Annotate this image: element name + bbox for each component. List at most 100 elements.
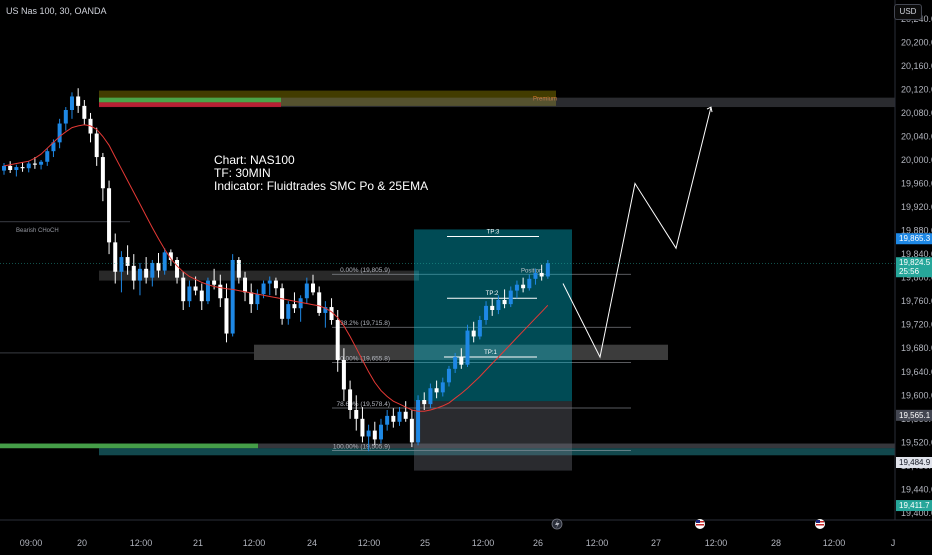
candle-body	[255, 294, 260, 305]
candle-body	[348, 389, 353, 410]
candle-body	[434, 388, 439, 393]
candle	[341, 348, 346, 402]
candle-body	[533, 272, 538, 279]
tp-label: TP:1	[484, 350, 497, 356]
candle-body	[39, 161, 44, 165]
price-tag-label: 19,824.5	[899, 258, 931, 267]
candle	[335, 310, 340, 372]
candle	[45, 148, 50, 166]
candle-body	[465, 330, 470, 365]
position-entry-label: Position	[521, 269, 542, 275]
price-tick-label: 19,600.0	[901, 390, 932, 400]
candle	[218, 274, 223, 308]
candle-body	[249, 292, 254, 305]
candle	[292, 292, 297, 313]
candle	[397, 407, 402, 426]
candle-body	[76, 96, 81, 106]
price-tick-label: 19,640.0	[901, 367, 932, 377]
candle-body	[484, 305, 489, 320]
candle	[26, 161, 31, 173]
candle-body	[539, 272, 544, 277]
candle-body	[354, 410, 359, 419]
candle-body	[2, 165, 6, 171]
price-tick-label: 20,200.0	[901, 37, 932, 47]
tp-label: TP:3	[487, 229, 500, 235]
lightning-event-icon[interactable]	[551, 518, 563, 530]
supply-zone-red	[99, 102, 281, 108]
candle-body	[20, 167, 25, 169]
candle-body	[119, 257, 124, 272]
candle	[156, 252, 161, 278]
candle	[502, 289, 507, 309]
price-tag	[896, 500, 932, 512]
us-flag-event-icon[interactable]	[695, 519, 705, 529]
candle	[57, 118, 62, 149]
candle-body	[385, 415, 390, 425]
price-tick-label: 20,000.0	[901, 155, 932, 165]
candle	[348, 380, 353, 419]
candle-body	[304, 283, 309, 299]
price-tag-label: 19,484.9	[899, 458, 931, 467]
candle	[82, 100, 87, 125]
time-tick-label: 12:00	[586, 538, 609, 548]
choch-label: Bearish CHoCH	[16, 228, 59, 234]
position-tool[interactable]: TP:3 TP:2 TP:1 Position	[414, 229, 572, 471]
us-flag-event-icon[interactable]	[815, 519, 825, 529]
time-tick-label: 12:00	[823, 538, 846, 548]
candle	[440, 377, 445, 397]
price-tag	[896, 233, 932, 245]
candle	[428, 383, 433, 409]
candle	[187, 280, 192, 308]
candle-body	[224, 298, 229, 334]
price-tick-label: 19,680.0	[901, 343, 932, 353]
candle	[205, 277, 210, 305]
candle	[471, 321, 476, 343]
candle-body	[107, 188, 112, 243]
time-tick-label: 09:00	[20, 538, 43, 548]
candle	[255, 289, 260, 310]
time-tick-label: 27	[651, 538, 661, 548]
time-tick-label: 12:00	[472, 538, 495, 548]
candle	[113, 233, 118, 284]
candle	[175, 257, 180, 284]
candle-body	[63, 110, 68, 124]
time-tick-label: J	[891, 538, 896, 548]
candle-body	[372, 430, 377, 440]
candle-body	[409, 418, 414, 443]
currency-button[interactable]: USD	[894, 4, 922, 20]
candle	[131, 254, 136, 290]
candle	[372, 421, 377, 446]
price-tick-label: 19,960.0	[901, 179, 932, 189]
candle	[533, 268, 538, 285]
price-tick-label: 19,760.0	[901, 296, 932, 306]
candle-body	[490, 305, 495, 310]
candle-body	[230, 260, 235, 334]
candle-body	[545, 263, 550, 277]
fib-level-label: 100.00% (19,505.9)	[333, 444, 390, 451]
price-tick-label: 19,440.0	[901, 484, 932, 494]
candle	[267, 276, 272, 296]
position-loss-area[interactable]	[414, 401, 572, 471]
candle-body	[205, 280, 210, 302]
candle-body	[26, 163, 31, 169]
candle-body	[199, 290, 204, 302]
candle	[416, 395, 421, 446]
candle-body	[477, 320, 482, 337]
candle-body	[527, 278, 532, 289]
price-tick-label: 20,080.0	[901, 108, 932, 118]
symbol-label[interactable]: US Nas 100, 30, OANDA	[6, 6, 107, 16]
time-tick-label: 12:00	[130, 538, 153, 548]
candle-body	[416, 400, 421, 443]
candle	[273, 277, 278, 296]
candle	[94, 127, 99, 166]
time-axis[interactable]: 09:00 20 12:00 21 12:00 24 12:00 25 12:00 26 12:00…	[20, 538, 896, 548]
candle	[119, 251, 124, 293]
fib-level-label: 0.00% (19,805.9)	[340, 267, 390, 274]
ema-layer	[3, 124, 549, 412]
price-tag-label: 19,411.7	[899, 501, 930, 510]
position-profit-area-lower[interactable]	[414, 270, 572, 402]
candle-body	[403, 411, 408, 419]
fib-level-label: 50.00% (19,655.8)	[337, 355, 390, 362]
